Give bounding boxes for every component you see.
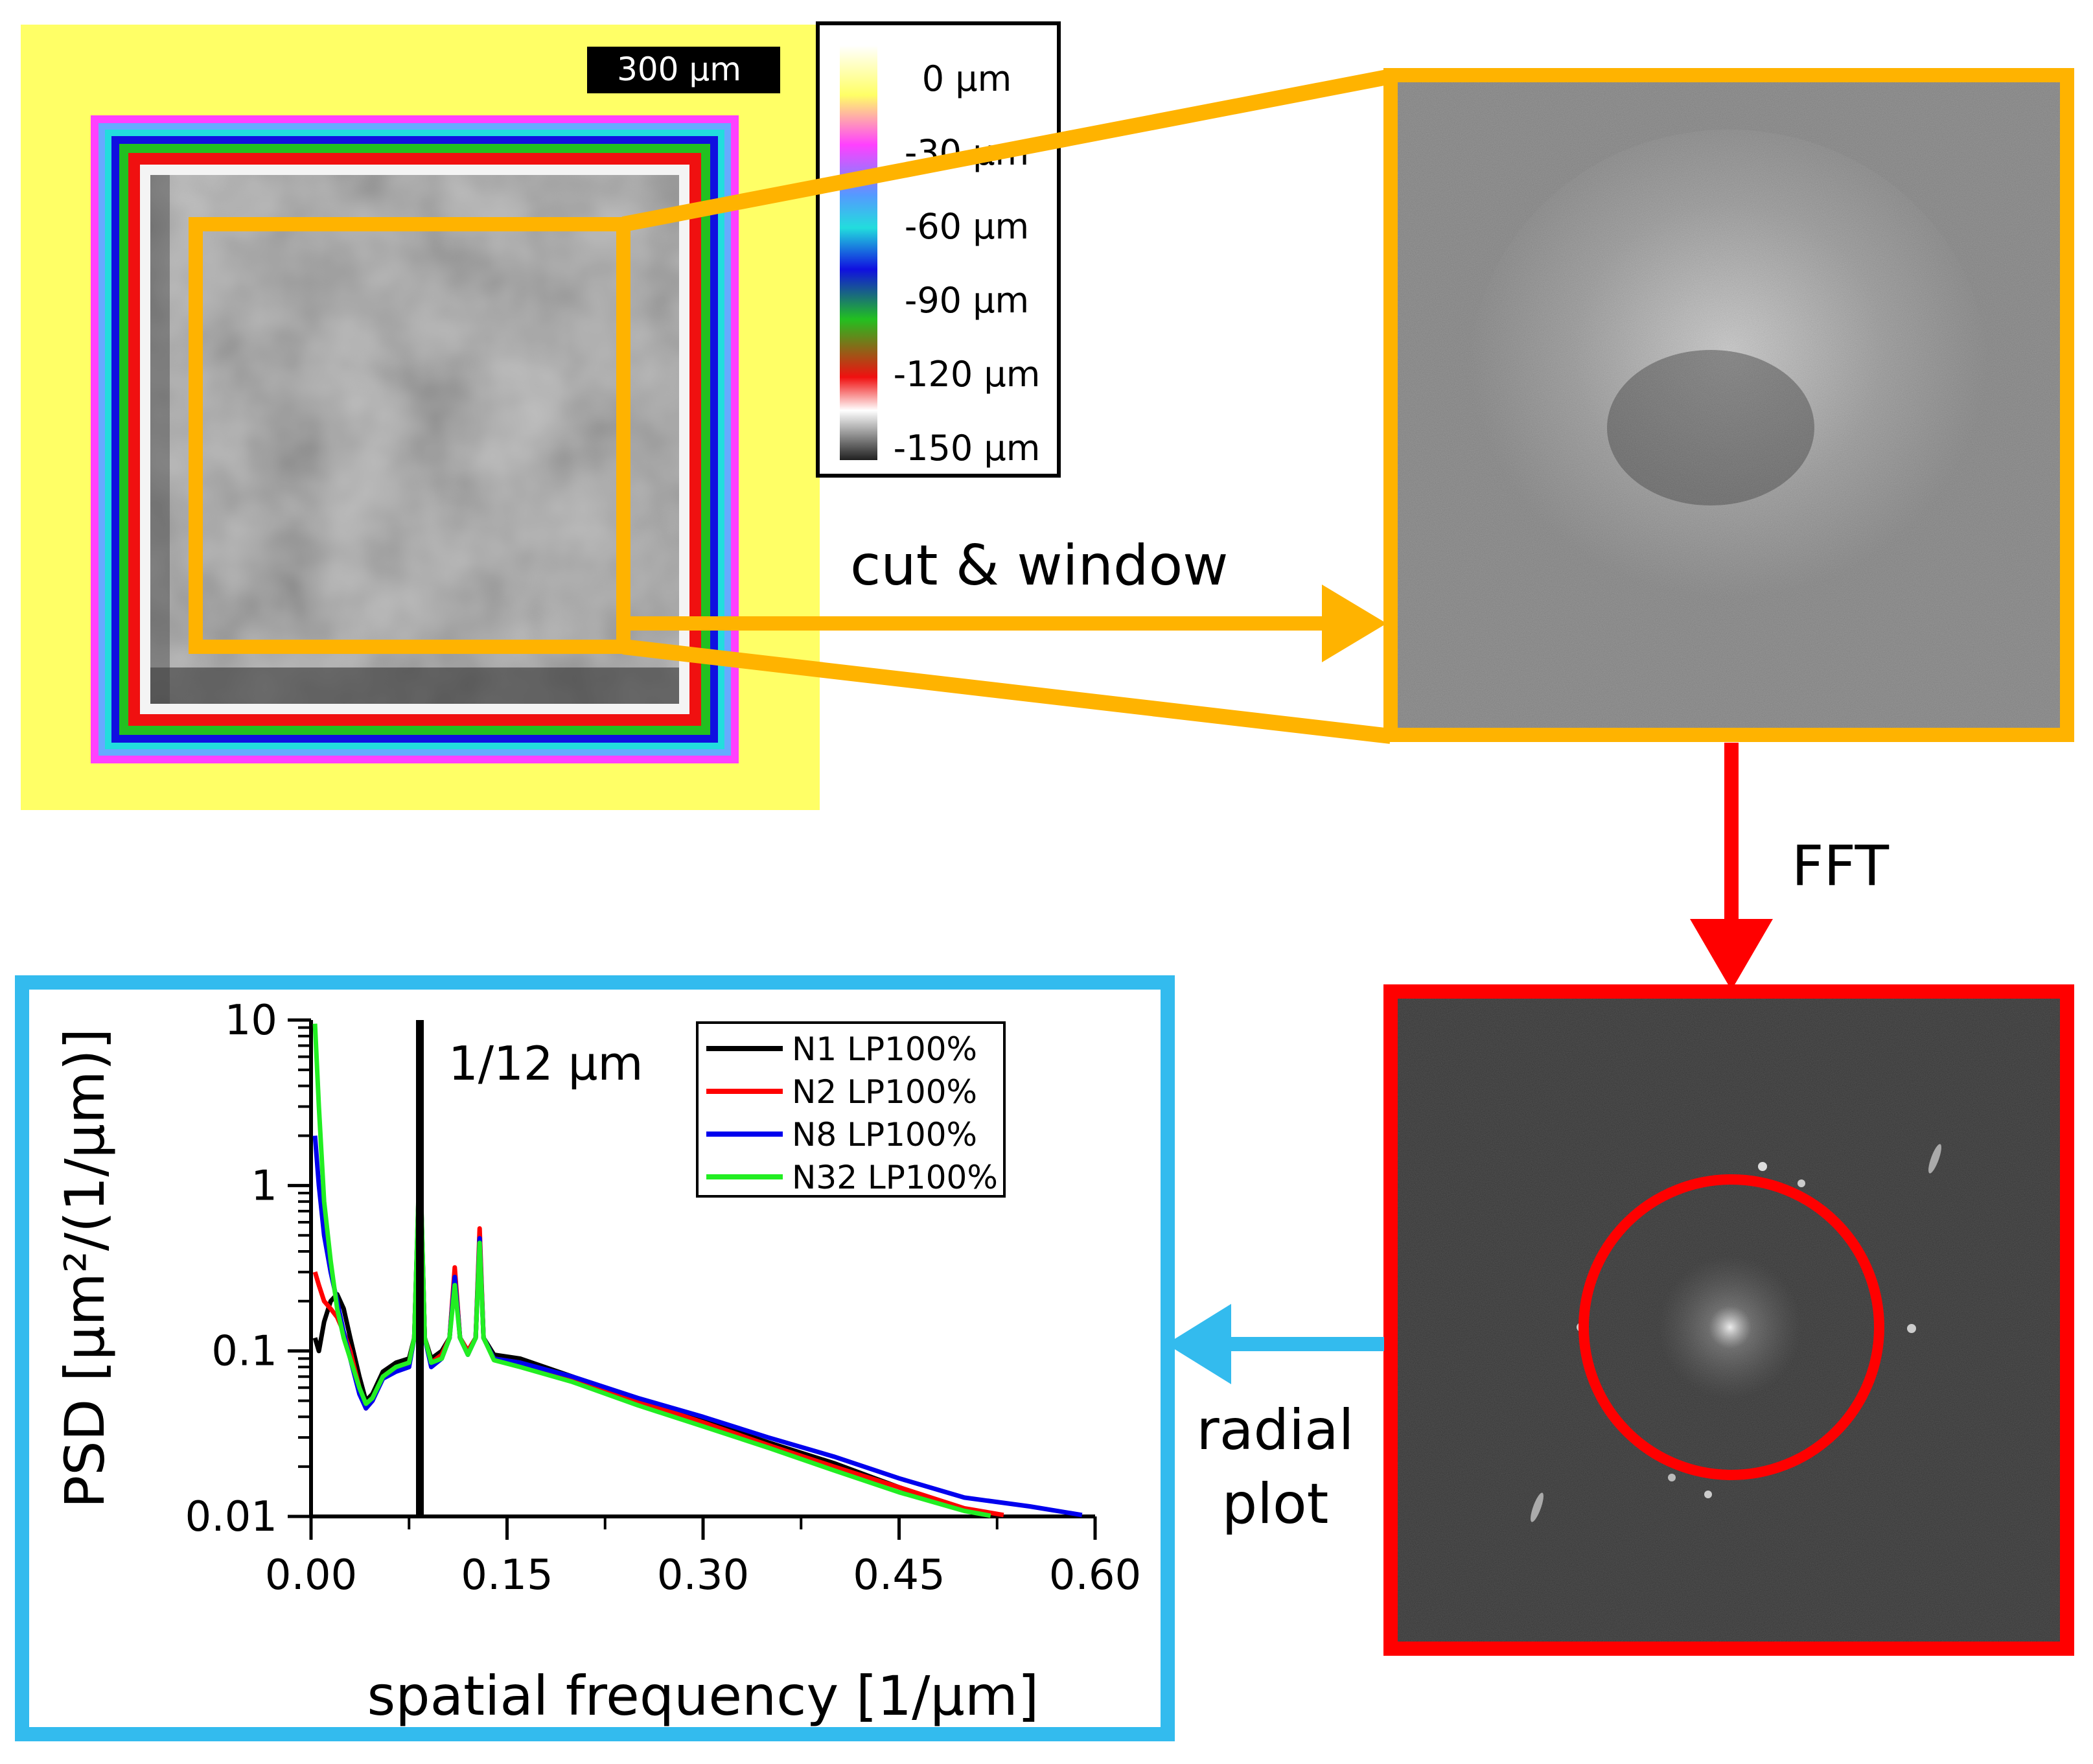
y-tick-label: 10 xyxy=(225,997,277,1045)
colorbar-gradient xyxy=(840,45,877,460)
legend-label-3: N8 LP100% xyxy=(792,1116,977,1154)
windowed-image-panel xyxy=(1383,68,2074,742)
legend-label-4: N32 LP100% xyxy=(792,1159,998,1196)
psd-chart-panel: 0.01 0.1 1 10 0.00 0.15 0.30 0.45 0.60 spatial fr… xyxy=(15,975,1175,1741)
fft-label: FFT xyxy=(1792,834,1889,899)
legend-label-2: N2 LP100% xyxy=(792,1073,977,1111)
fft-peak-2 xyxy=(1798,1179,1805,1187)
fft-streak-2 xyxy=(1531,1492,1544,1522)
windowed-image-frame xyxy=(1383,68,2074,742)
connector-bottom xyxy=(622,639,1392,744)
colorbar-label-0: 0 µm xyxy=(922,58,1012,99)
fft-peak-5 xyxy=(1704,1491,1712,1498)
cut-window-label: cut & window xyxy=(850,533,1229,598)
fft-peak-1 xyxy=(1758,1162,1767,1171)
colorbar-legend: 0 µm -30 µm -60 µm -90 µm -120 µm -150 µ… xyxy=(816,21,1061,478)
x-tick-label: 0.00 xyxy=(265,1551,358,1599)
fft-image-frame xyxy=(1383,984,2074,1656)
radial-label-2: plot xyxy=(1222,1472,1329,1537)
cut-region-box xyxy=(189,217,630,654)
cut-window-arrow-head xyxy=(1322,585,1387,662)
fft-peak-4 xyxy=(1907,1324,1916,1333)
fft-arrow-head xyxy=(1690,919,1773,990)
x-tick-label: 0.30 xyxy=(657,1551,750,1599)
colorbar-label-3: -90 µm xyxy=(905,280,1029,321)
fft-central-peak xyxy=(1659,1256,1801,1398)
y-axis-label: PSD [µm²/(1/µm)] xyxy=(53,1028,117,1509)
windowed-image-texture xyxy=(1391,75,2067,735)
surface-map: 300 µm xyxy=(21,25,820,810)
x-tick-label: 0.60 xyxy=(1049,1551,1142,1599)
radial-arrow-head xyxy=(1166,1304,1231,1384)
pit-floor-texture xyxy=(150,175,679,704)
x-tick-label: 0.15 xyxy=(461,1551,553,1599)
y-tick-label: 1 xyxy=(251,1162,277,1210)
cut-window-arrow xyxy=(623,585,1387,662)
scale-bar-label: 300 µm xyxy=(617,51,741,88)
pit-wall-shadow-left xyxy=(150,175,170,704)
fft-arrow xyxy=(1690,743,1773,990)
colorbar-label-4: -120 µm xyxy=(894,354,1041,395)
legend-box xyxy=(696,1021,1006,1198)
connector-top xyxy=(621,69,1393,232)
series-line-4 xyxy=(312,1023,991,1518)
legend-label-1: N1 LP100% xyxy=(792,1030,977,1068)
pit-wall-shadow xyxy=(150,667,679,704)
colorbar-label-2: -60 µm xyxy=(905,206,1029,247)
radial-arrow xyxy=(1166,1304,1384,1384)
x-tick-label: 0.45 xyxy=(853,1551,945,1599)
fft-peak-6 xyxy=(1668,1474,1676,1481)
y-tick-label: 0.01 xyxy=(185,1493,278,1541)
fft-image-panel xyxy=(1383,984,2074,1656)
scale-bar-box xyxy=(587,47,780,93)
fft-selection-ring xyxy=(1578,1174,1884,1480)
colorbar-label-5: -150 µm xyxy=(894,428,1041,469)
fft-streak-1 xyxy=(1928,1144,1941,1174)
cut-region-connectors xyxy=(621,69,1393,744)
y-tick-label: 0.1 xyxy=(211,1328,277,1376)
psd-chart: 0.01 0.1 1 10 0.00 0.15 0.30 0.45 0.60 spatial fr… xyxy=(53,997,1141,1728)
radial-label-1: radial xyxy=(1196,1398,1354,1463)
x-axis-label: spatial frequency [1/µm] xyxy=(367,1664,1039,1728)
annotation-label: 1/12 µm xyxy=(448,1036,643,1091)
